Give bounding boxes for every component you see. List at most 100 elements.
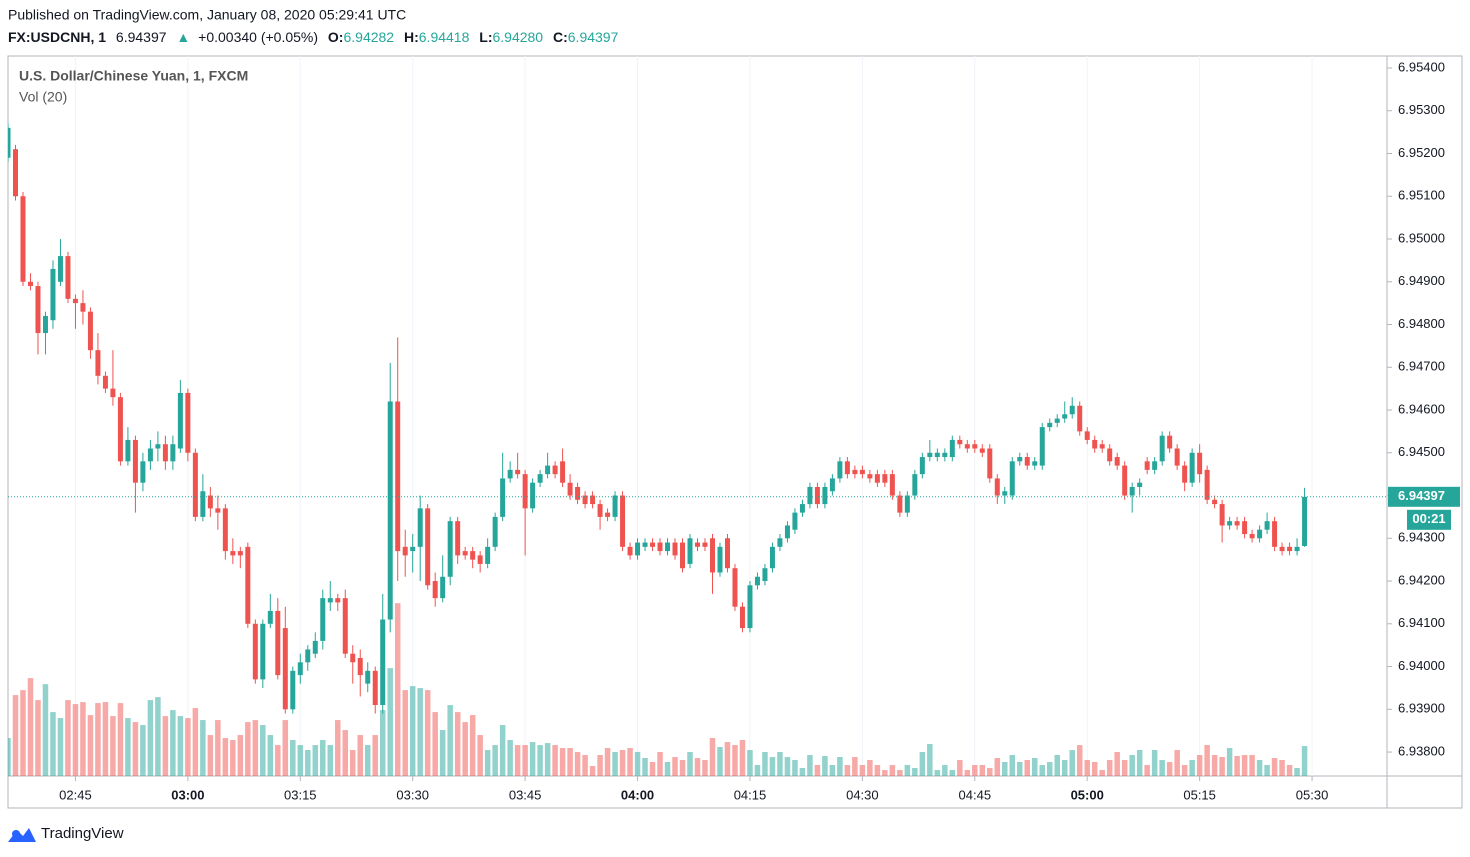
volume-bar — [987, 768, 993, 776]
volume-bar — [679, 760, 686, 776]
ohlc-value: 6.94280 — [492, 29, 543, 45]
volume-bar — [882, 770, 888, 776]
volume-bar — [784, 757, 791, 776]
volume-bar — [634, 752, 641, 776]
volume-bar — [754, 765, 761, 776]
candle-body — [365, 670, 371, 684]
volume-bar — [919, 752, 926, 776]
volume-bar — [627, 748, 633, 776]
candle-body — [1167, 435, 1173, 449]
candle-body — [859, 469, 865, 475]
volume-bar — [747, 750, 753, 776]
candle-body — [942, 452, 948, 458]
volume-bar — [1189, 760, 1195, 776]
candle-body — [612, 495, 618, 517]
volume-bar — [492, 745, 498, 776]
volume-bar — [117, 703, 124, 776]
volume-bar — [469, 715, 476, 776]
volume-bar — [110, 716, 116, 776]
candle-body — [492, 516, 498, 547]
volume-bar — [1271, 758, 1278, 776]
volume-bar — [282, 720, 289, 776]
volume-bar — [649, 762, 656, 776]
volume-bar — [552, 745, 558, 776]
volume-bar — [732, 745, 738, 776]
candle-body — [695, 542, 700, 547]
volume-bar — [1002, 762, 1008, 776]
candle-body — [979, 448, 985, 453]
candle-body — [1302, 496, 1308, 546]
candle-body — [410, 546, 416, 552]
volume-bar — [432, 712, 438, 776]
candle-body — [72, 298, 78, 304]
candle-body — [507, 469, 513, 479]
candle-body — [575, 486, 581, 500]
volume-bar — [260, 725, 266, 776]
y-tick-label: 6.94100 — [1398, 615, 1445, 630]
volume-bar — [769, 757, 776, 776]
candle-body — [215, 508, 221, 513]
volume-bar — [1211, 755, 1218, 776]
volume-bar — [140, 725, 146, 776]
volume-bar — [147, 700, 154, 776]
volume-bar — [672, 757, 678, 776]
y-tick-label: 6.95400 — [1398, 59, 1445, 74]
volume-bar — [95, 703, 101, 776]
candle-body — [545, 465, 551, 475]
volume-bar — [1084, 760, 1090, 776]
candle-body — [987, 448, 993, 479]
x-tick-label: 03:45 — [509, 787, 542, 802]
volume-bar — [20, 690, 26, 776]
volume-bar — [499, 725, 506, 776]
volume-bar — [290, 740, 296, 776]
candle-body — [605, 512, 611, 517]
candle-body — [117, 397, 123, 462]
volume-bar — [50, 712, 56, 776]
candle-body — [867, 474, 873, 479]
volume-bar — [170, 710, 176, 776]
change-arrow: ▲ — [176, 29, 190, 45]
candle-body — [1234, 521, 1240, 526]
volume-bar — [1091, 762, 1098, 776]
volume-bar — [200, 720, 206, 776]
candle-body — [1287, 546, 1293, 552]
symbol-line: FX:USDCNH, 1 6.94397 ▲ +0.00340 (+0.05%)… — [8, 29, 619, 45]
candle-body — [297, 662, 303, 676]
volume-bar — [275, 745, 281, 776]
volume-bar — [799, 768, 806, 776]
candle-body — [95, 350, 101, 376]
candle-body — [882, 474, 888, 483]
y-tick-label: 6.94500 — [1398, 444, 1445, 459]
volume-bar — [162, 716, 169, 776]
candle-body — [207, 495, 213, 509]
last-price-box — [1388, 486, 1460, 507]
candle-body — [919, 457, 925, 475]
x-tick-label: 04:45 — [959, 787, 992, 802]
volume-bar — [724, 742, 731, 776]
candle-body — [8, 127, 11, 158]
y-tick-label: 6.95300 — [1398, 102, 1445, 117]
volume-bar — [1069, 750, 1075, 776]
volume-bar — [904, 765, 911, 776]
candle-body — [305, 649, 311, 663]
candle-body — [290, 670, 296, 710]
volume-bar — [934, 770, 941, 776]
y-tick-label: 6.94900 — [1398, 273, 1445, 288]
x-tick-label: 03:30 — [396, 787, 429, 802]
volume-bar — [402, 690, 408, 776]
volume-bar — [717, 747, 723, 776]
candle-body — [230, 551, 236, 556]
volume-bar — [372, 735, 378, 776]
volume-bar — [792, 760, 798, 776]
volume-bar — [964, 770, 971, 776]
volume-bar — [192, 708, 199, 776]
candle-body — [380, 619, 386, 706]
volume-bar — [1136, 750, 1143, 776]
candle-body — [642, 542, 648, 547]
volume-bar — [912, 768, 918, 776]
volume-bar — [177, 716, 184, 776]
candle-body — [147, 448, 153, 462]
volume-bar — [514, 745, 521, 776]
